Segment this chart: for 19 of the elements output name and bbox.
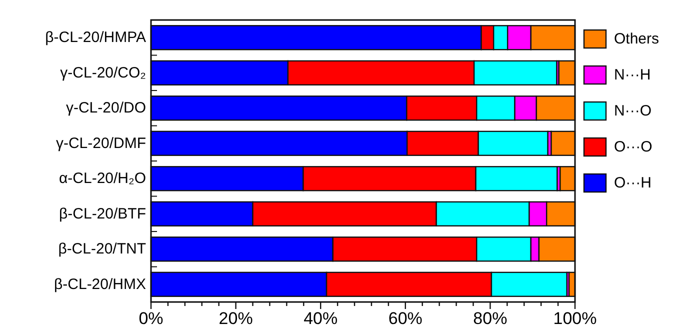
x-tick-label: 100%: [553, 309, 597, 328]
y-tick-label: β-CL-20/HMX: [54, 276, 146, 293]
legend-label: Others: [614, 30, 660, 48]
legend-label: O···H: [614, 174, 652, 192]
x-tick-label: 40%: [304, 309, 338, 328]
x-tick-label: 20%: [218, 309, 253, 328]
x-tick-label: 80%: [473, 309, 508, 328]
y-tick-label: β-CL-20/TNT: [58, 240, 146, 258]
y-tick-label: γ-CL-20/DMF: [56, 134, 146, 152]
y-tick-label: γ-CL-20/CO₂: [60, 64, 146, 82]
y-tick-label: β-CL-20/HMPA: [45, 29, 146, 46]
x-tick-label: 60%: [388, 309, 422, 328]
y-tick-label: β-CL-20/BTF: [59, 205, 146, 222]
legend-label: N···O: [614, 102, 652, 120]
legend-label: N···H: [614, 66, 651, 84]
y-tick-label: γ-CL-20/DO: [66, 100, 146, 117]
x-tick-label: 0%: [138, 309, 164, 328]
legend-label: O···O: [614, 138, 652, 156]
y-tick-label: α-CL-20/H₂O: [58, 170, 146, 188]
